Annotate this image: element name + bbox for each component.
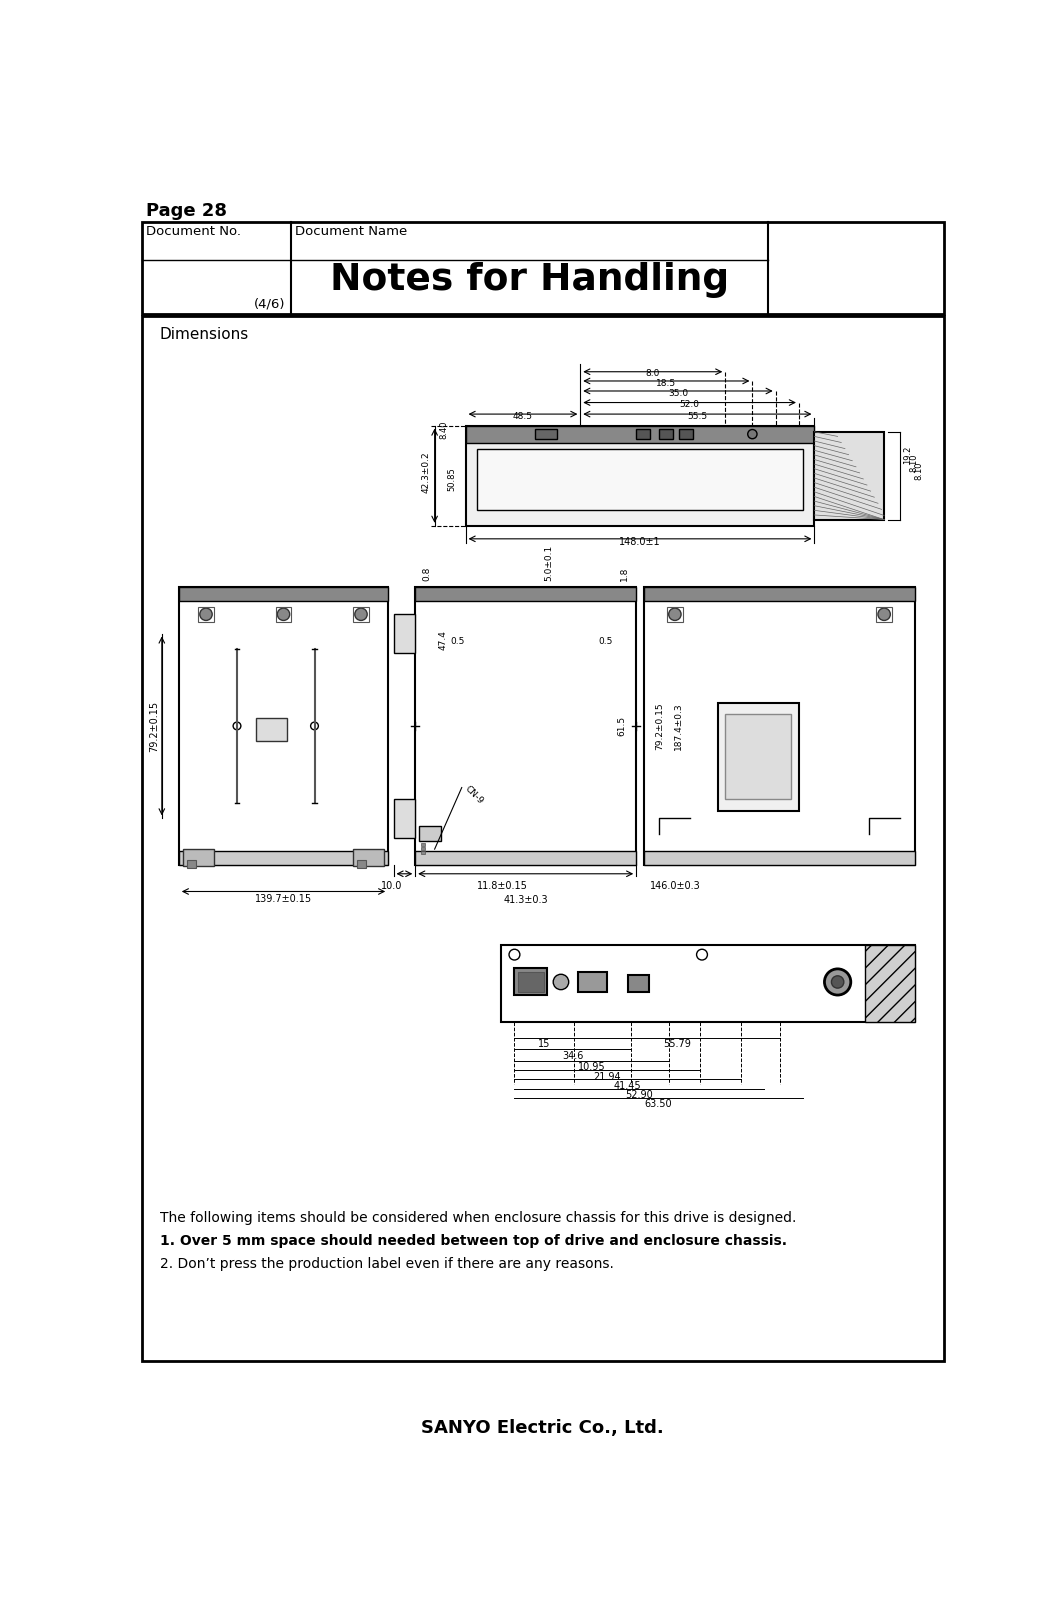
Text: 1.8: 1.8: [620, 566, 629, 581]
Text: 146.0±0.3: 146.0±0.3: [649, 881, 700, 892]
Bar: [515, 968, 548, 996]
Text: 48.5: 48.5: [513, 412, 533, 420]
Bar: [644, 587, 915, 865]
Text: 0.8: 0.8: [423, 566, 431, 581]
Text: 52.90: 52.90: [626, 1090, 653, 1100]
Bar: [636, 430, 650, 438]
Text: 55.5: 55.5: [687, 412, 707, 420]
Text: 10.95: 10.95: [578, 1062, 606, 1072]
Text: 1. Over 5 mm space should needed between top of drive and enclosure chassis.: 1. Over 5 mm space should needed between…: [160, 1234, 787, 1249]
Text: 139.7±0.15: 139.7±0.15: [255, 894, 312, 903]
Bar: [421, 850, 426, 853]
Text: 0.5: 0.5: [450, 637, 465, 647]
Bar: [415, 850, 636, 865]
Text: Dimensions: Dimensions: [160, 328, 249, 342]
Bar: [256, 719, 287, 741]
Circle shape: [831, 976, 844, 988]
Bar: [275, 607, 291, 621]
Text: 11.8±0.15: 11.8±0.15: [477, 881, 527, 892]
Bar: [501, 946, 915, 1022]
Text: 2. Don’t press the production label even if there are any reasons.: 2. Don’t press the production label even…: [160, 1257, 613, 1272]
Bar: [142, 222, 944, 315]
Circle shape: [277, 608, 290, 621]
Bar: [865, 946, 915, 1022]
Text: 42.3±0.2: 42.3±0.2: [421, 451, 431, 493]
Bar: [578, 972, 608, 993]
Bar: [725, 714, 791, 800]
Circle shape: [825, 968, 850, 994]
Bar: [415, 587, 636, 602]
Text: 8.10: 8.10: [914, 461, 923, 480]
Text: Document No.: Document No.: [145, 225, 240, 238]
Text: The following items should be considered when enclosure chassis for this drive i: The following items should be considered…: [160, 1212, 796, 1225]
Text: SANYO Electric Co., Ltd.: SANYO Electric Co., Ltd.: [421, 1419, 664, 1437]
Circle shape: [878, 608, 891, 621]
Bar: [877, 607, 892, 621]
Bar: [183, 850, 214, 866]
Text: 10.0: 10.0: [381, 881, 402, 892]
Text: 8.10: 8.10: [909, 454, 918, 472]
Text: 148.0±1: 148.0±1: [620, 537, 661, 547]
Bar: [466, 425, 814, 443]
Bar: [198, 607, 214, 621]
Text: 55.79: 55.79: [663, 1040, 690, 1049]
Circle shape: [748, 430, 757, 438]
Text: 35.0: 35.0: [668, 389, 688, 397]
Text: 34.6: 34.6: [562, 1051, 584, 1061]
Text: 47.4: 47.4: [438, 629, 448, 649]
Text: 19.2: 19.2: [903, 446, 913, 464]
Text: Notes for Handling: Notes for Handling: [330, 263, 730, 298]
Bar: [628, 975, 648, 991]
Text: Page 28: Page 28: [146, 203, 228, 221]
Bar: [186, 860, 196, 868]
Bar: [142, 316, 944, 1361]
Text: 61.5: 61.5: [617, 715, 627, 736]
Bar: [644, 850, 915, 865]
Circle shape: [668, 608, 681, 621]
Circle shape: [553, 975, 569, 989]
Circle shape: [200, 608, 212, 621]
Bar: [354, 607, 369, 621]
Text: 21.94: 21.94: [594, 1072, 622, 1082]
Text: CN-9: CN-9: [463, 783, 485, 806]
Text: 79.2±0.15: 79.2±0.15: [654, 702, 664, 749]
Bar: [660, 430, 674, 438]
Bar: [179, 587, 389, 602]
Bar: [718, 702, 798, 811]
Bar: [518, 972, 544, 991]
Text: 187.4±0.3: 187.4±0.3: [675, 702, 683, 749]
Bar: [354, 850, 384, 866]
Bar: [466, 425, 814, 526]
Bar: [679, 430, 693, 438]
Bar: [415, 587, 636, 865]
Bar: [814, 431, 884, 519]
Bar: [419, 826, 441, 842]
Text: 41.45: 41.45: [614, 1080, 642, 1092]
Text: 0.5: 0.5: [598, 637, 613, 647]
Circle shape: [355, 608, 367, 621]
Text: 15: 15: [538, 1040, 551, 1049]
Bar: [421, 843, 426, 847]
Bar: [357, 860, 366, 868]
Text: 50.85: 50.85: [447, 467, 456, 491]
Bar: [644, 587, 915, 602]
Bar: [667, 607, 683, 621]
Bar: [394, 800, 415, 837]
Text: 5.0±0.1: 5.0±0.1: [544, 545, 554, 581]
Bar: [421, 847, 426, 850]
Text: 79.2±0.15: 79.2±0.15: [149, 701, 160, 751]
Text: 18.5: 18.5: [657, 378, 677, 388]
Text: 8.0: 8.0: [646, 370, 660, 378]
Bar: [179, 850, 389, 865]
Bar: [536, 430, 557, 438]
Bar: [478, 449, 803, 511]
Text: 63.50: 63.50: [645, 1100, 672, 1109]
Text: 41.3±0.3: 41.3±0.3: [503, 895, 548, 905]
Text: 8.40: 8.40: [439, 420, 449, 438]
Text: (4/6): (4/6): [253, 297, 285, 310]
Text: 52.0: 52.0: [680, 401, 700, 409]
Text: Document Name: Document Name: [295, 225, 408, 238]
Bar: [179, 587, 389, 865]
Bar: [394, 615, 415, 652]
